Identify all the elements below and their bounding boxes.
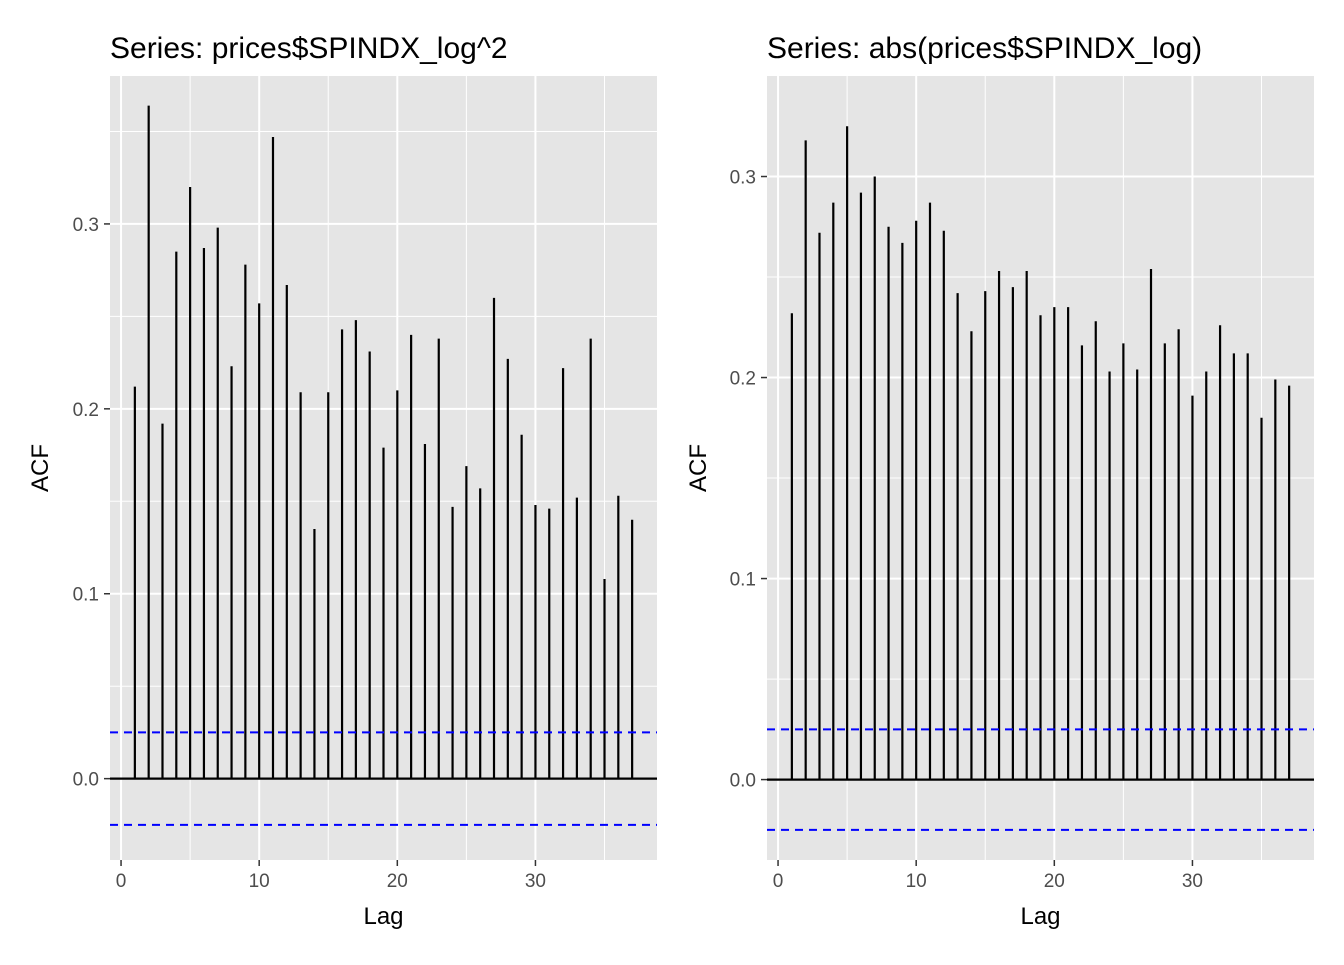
x-tick-label: 10 — [906, 871, 927, 892]
y-axis-title: ACF — [685, 444, 712, 492]
x-tick-label: 20 — [1044, 871, 1065, 892]
y-tick-label: 0.2 — [73, 400, 99, 421]
x-tick-label: 30 — [1182, 871, 1203, 892]
x-tick-label: 20 — [387, 871, 408, 892]
y-tick-label: 0.3 — [73, 215, 99, 236]
x-tick-label: 30 — [525, 871, 546, 892]
y-tick-label: 0.0 — [73, 770, 99, 791]
chart-title: Series: prices$SPINDX_log^2 — [110, 32, 508, 65]
chart-title: Series: abs(prices$SPINDX_log) — [767, 32, 1202, 65]
y-axis-title: ACF — [27, 444, 54, 492]
panel-1: 0 10 20 30 0.0 0.1 0.2 0.3 Series: prices$SPINDX… — [27, 32, 657, 930]
x-tick-label: 0 — [773, 871, 784, 892]
x-axis-title: Lag — [363, 903, 403, 930]
y-tick-label: 0.1 — [730, 570, 756, 591]
y-tick-label: 0.3 — [730, 168, 756, 189]
x-tick-label: 0 — [116, 871, 127, 892]
y-tick-label: 0.2 — [730, 369, 756, 390]
x-tick-label: 10 — [249, 871, 270, 892]
x-axis-title: Lag — [1020, 903, 1060, 930]
y-tick-label: 0.1 — [73, 585, 99, 606]
y-tick-label: 0.0 — [730, 771, 756, 792]
panel-2: 0 10 20 30 0.0 0.1 0.2 0.3 Series: abs(prices$SP… — [685, 32, 1314, 930]
